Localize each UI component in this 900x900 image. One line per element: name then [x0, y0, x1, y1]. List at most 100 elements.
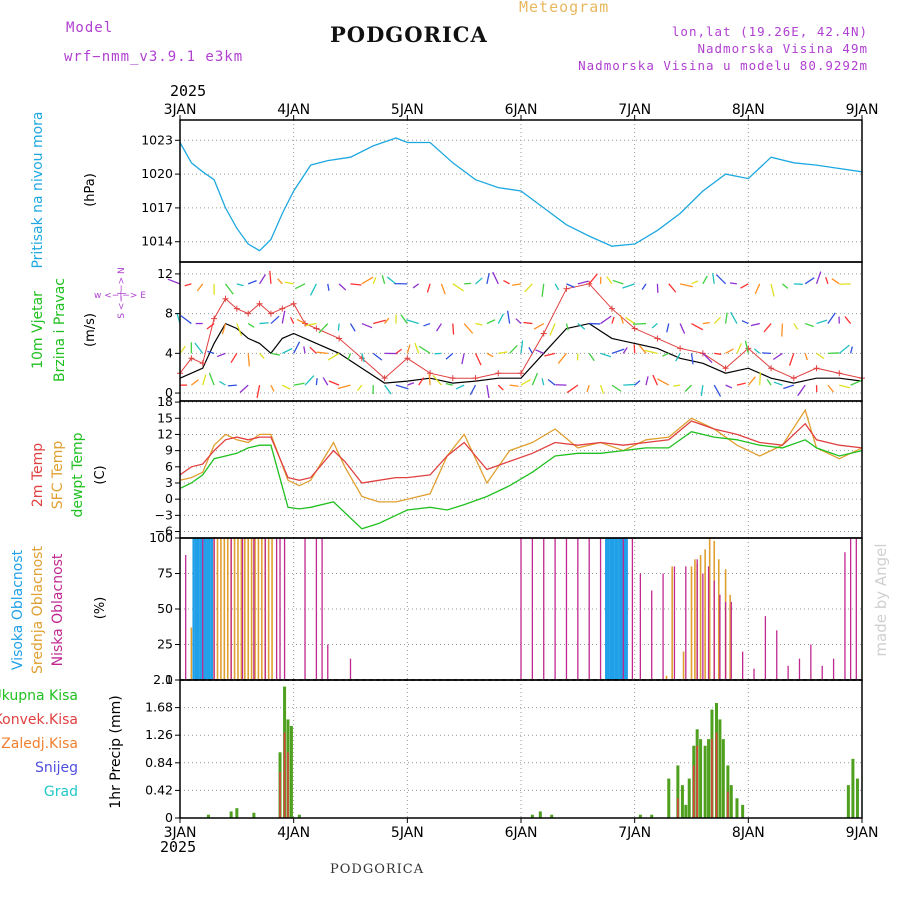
compass-ns: S <−|−> N	[117, 267, 127, 318]
wind-arrow	[523, 321, 533, 325]
ytick-label: 15	[157, 410, 173, 425]
wind-arrow	[554, 283, 560, 291]
wind-arrow	[679, 283, 693, 288]
wind-arrow	[461, 353, 465, 365]
wind-arrow	[440, 283, 446, 295]
wind-arrow	[747, 376, 756, 386]
ytick-label: 12	[157, 266, 173, 281]
wind-arrow	[691, 280, 699, 285]
wind-arrow	[611, 384, 622, 392]
ytick-label: 1014	[141, 234, 173, 249]
wind-arrow	[586, 384, 590, 392]
wind-gust-marker	[233, 305, 240, 312]
wind-ylabel: (m/s)	[83, 313, 98, 347]
wind-arrow	[452, 323, 455, 335]
xaxis-bottom-label: 5JAN	[391, 825, 424, 841]
sfc-title: SFC Temp	[50, 441, 66, 510]
wind-arrow	[463, 323, 474, 334]
wind-arrow	[566, 283, 576, 288]
high-cloud-title: Visoka Oblacnost	[10, 549, 26, 670]
wind-arrow	[729, 282, 738, 285]
wind-arrow	[754, 283, 761, 295]
xaxis-top-label: 8JAN	[732, 102, 765, 118]
wind-arrow	[804, 322, 814, 328]
wind-arrow	[702, 352, 713, 363]
ytick-label: −3	[155, 507, 173, 522]
precip-bar	[229, 811, 233, 818]
precip-bar	[676, 765, 680, 818]
temp-ylabel: (C)	[93, 465, 108, 484]
wind-arrow	[373, 319, 386, 325]
wind-arrow	[269, 270, 272, 284]
wind-arrow	[290, 316, 295, 324]
wind-arrow	[850, 346, 853, 354]
wind-arrow	[782, 283, 789, 289]
wind-arrow	[606, 276, 613, 285]
wind-arrow	[486, 272, 490, 284]
wind-arrow	[740, 283, 749, 289]
wind-arrow	[750, 322, 760, 327]
ytick-label: 12	[157, 426, 173, 441]
precip-bar	[699, 739, 703, 818]
wind-gust-marker	[245, 310, 252, 317]
precip-bar	[687, 778, 691, 818]
wind-arrow	[634, 380, 641, 386]
wind-arrow	[196, 283, 204, 292]
wind-arrow	[520, 379, 531, 386]
pressure-line	[179, 137, 863, 252]
label-layer: 101410171020102304812−6−3036912151802550…	[0, 102, 890, 841]
wind-arrow	[633, 322, 647, 325]
wind-arrow	[452, 283, 465, 292]
wind-arrow	[588, 352, 595, 362]
compass-we: w <−|−> E	[94, 291, 146, 301]
wind-arrow	[503, 279, 510, 285]
wind-arrow	[384, 384, 392, 395]
wind-arrow	[395, 384, 409, 390]
convective-precip-bar	[287, 752, 289, 818]
wind-arrow	[509, 384, 519, 387]
watermark: made by Angel	[872, 543, 890, 656]
precip-ylabel: 1hr Precip (mm)	[108, 695, 124, 808]
ytick-label: 1023	[141, 132, 173, 147]
wind-gust-marker	[631, 325, 638, 332]
precip-legend-item: Ukupna Kisa	[0, 688, 78, 704]
wind-arrow	[713, 384, 722, 397]
temp2m-title: 2m Temp	[30, 443, 46, 507]
low-cloud-title: Niska Oblacnost	[50, 553, 66, 666]
wind-arrow	[303, 346, 306, 354]
wind-arrow	[406, 344, 411, 354]
model-altitude-label: Nadmorska Visina u modelu 80.9292m	[578, 58, 868, 73]
wind-arrow	[395, 348, 403, 354]
ytick-label: 50	[157, 601, 173, 616]
wind-arrow	[277, 278, 283, 285]
wind-arrow	[305, 322, 317, 327]
precip-bar	[846, 785, 850, 818]
wind-arrow	[531, 372, 539, 386]
ytick-label: 25	[157, 637, 173, 652]
wind-arrow	[412, 283, 420, 289]
wind-arrow	[294, 283, 306, 290]
wind-arrow	[469, 384, 477, 396]
precip-legend-item: Konvek.Kisa	[0, 712, 78, 728]
grid-layer	[180, 120, 862, 819]
wind-title-2: Brzina i Pravac	[52, 278, 68, 382]
wind-arrow	[625, 316, 636, 325]
xaxis-top-label: 5JAN	[391, 102, 424, 118]
ytick-label: 0	[165, 672, 173, 687]
ytick-label: 1.26	[145, 727, 173, 742]
wind-arrow	[600, 315, 612, 325]
wind-arrow	[557, 352, 567, 364]
wind-arrow	[770, 283, 775, 297]
wind-arrow	[700, 385, 704, 397]
wind-arrow	[651, 323, 658, 329]
wind-arrow	[492, 271, 499, 285]
wind-arrow	[644, 349, 658, 354]
xaxis-bottom-label: 7JAN	[618, 825, 651, 841]
wind-arrow	[533, 322, 545, 330]
wind-arrow	[844, 316, 852, 324]
wind-arrow	[547, 378, 556, 386]
dewpt-title: dewpt Temp	[70, 432, 86, 517]
wind-arrow	[304, 375, 315, 386]
wind-arrow	[612, 279, 624, 285]
